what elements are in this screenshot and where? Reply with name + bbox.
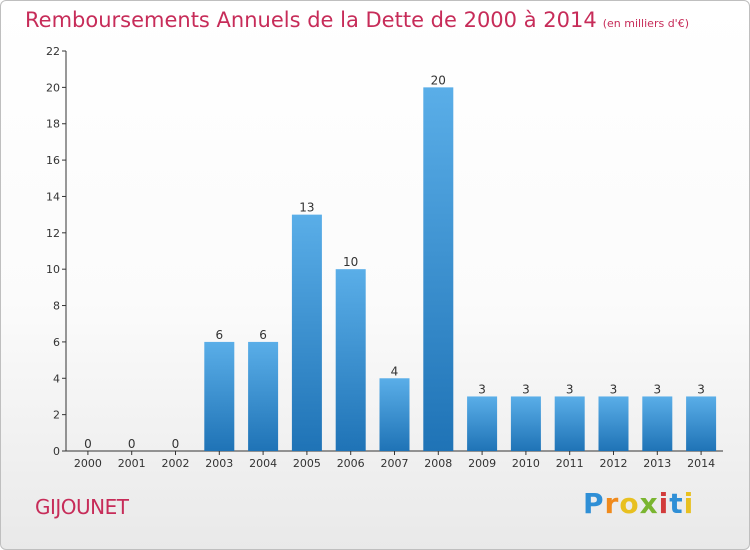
bar bbox=[467, 396, 498, 451]
bar bbox=[291, 214, 322, 451]
data-label: 20 bbox=[431, 73, 446, 87]
x-tick-label: 2014 bbox=[687, 457, 715, 470]
data-label: 3 bbox=[478, 382, 486, 396]
chart-subtitle: (en milliers d'€) bbox=[602, 17, 689, 30]
data-label: 6 bbox=[215, 328, 223, 342]
y-tick-label: 2 bbox=[53, 409, 60, 422]
data-label: 0 bbox=[172, 437, 180, 451]
y-tick-label: 14 bbox=[46, 190, 60, 203]
data-label: 10 bbox=[343, 255, 358, 269]
x-tick-label: 2010 bbox=[512, 457, 540, 470]
bar bbox=[248, 341, 279, 451]
x-tick-label: 2011 bbox=[556, 457, 584, 470]
data-label: 3 bbox=[697, 382, 705, 396]
y-tick-label: 0 bbox=[53, 445, 60, 458]
bar bbox=[510, 396, 541, 451]
x-tick-label: 2000 bbox=[74, 457, 102, 470]
y-tick-label: 8 bbox=[53, 300, 60, 313]
chart-title-text: Remboursements Annuels de la Dette de 20… bbox=[25, 8, 597, 32]
y-tick-label: 4 bbox=[53, 372, 60, 385]
y-tick-label: 20 bbox=[46, 81, 60, 94]
chart-title: Remboursements Annuels de la Dette de 20… bbox=[25, 8, 689, 32]
x-tick-label: 2008 bbox=[424, 457, 452, 470]
y-tick-label: 10 bbox=[46, 263, 60, 276]
bar bbox=[423, 87, 454, 451]
x-tick-label: 2005 bbox=[293, 457, 321, 470]
bar bbox=[686, 396, 717, 451]
data-label: 3 bbox=[653, 382, 661, 396]
data-label: 3 bbox=[522, 382, 530, 396]
proxiti-logo: Proxiti bbox=[583, 487, 695, 520]
x-tick-label: 2012 bbox=[600, 457, 628, 470]
bar bbox=[598, 396, 629, 451]
bar bbox=[379, 378, 410, 451]
x-tick-label: 2006 bbox=[337, 457, 365, 470]
bar bbox=[554, 396, 585, 451]
x-tick-label: 2001 bbox=[118, 457, 146, 470]
x-tick-label: 2003 bbox=[205, 457, 233, 470]
data-label: 0 bbox=[128, 437, 136, 451]
data-label: 13 bbox=[299, 201, 314, 215]
data-label: 3 bbox=[610, 382, 618, 396]
x-tick-label: 2002 bbox=[162, 457, 190, 470]
bar bbox=[335, 269, 366, 451]
data-label: 3 bbox=[566, 382, 574, 396]
x-tick-label: 2004 bbox=[249, 457, 277, 470]
data-label: 6 bbox=[259, 328, 267, 342]
x-tick-label: 2013 bbox=[643, 457, 671, 470]
bar bbox=[642, 396, 673, 451]
x-tick-label: 2007 bbox=[381, 457, 409, 470]
commune-name: GIJOUNET bbox=[35, 495, 129, 519]
y-tick-label: 22 bbox=[46, 45, 60, 58]
x-tick-label: 2009 bbox=[468, 457, 496, 470]
bar bbox=[204, 341, 235, 451]
y-tick-label: 12 bbox=[46, 227, 60, 240]
y-tick-label: 6 bbox=[53, 336, 60, 349]
y-tick-label: 16 bbox=[46, 154, 60, 167]
data-label: 0 bbox=[84, 437, 92, 451]
data-label: 4 bbox=[391, 364, 399, 378]
y-tick-label: 18 bbox=[46, 118, 60, 131]
